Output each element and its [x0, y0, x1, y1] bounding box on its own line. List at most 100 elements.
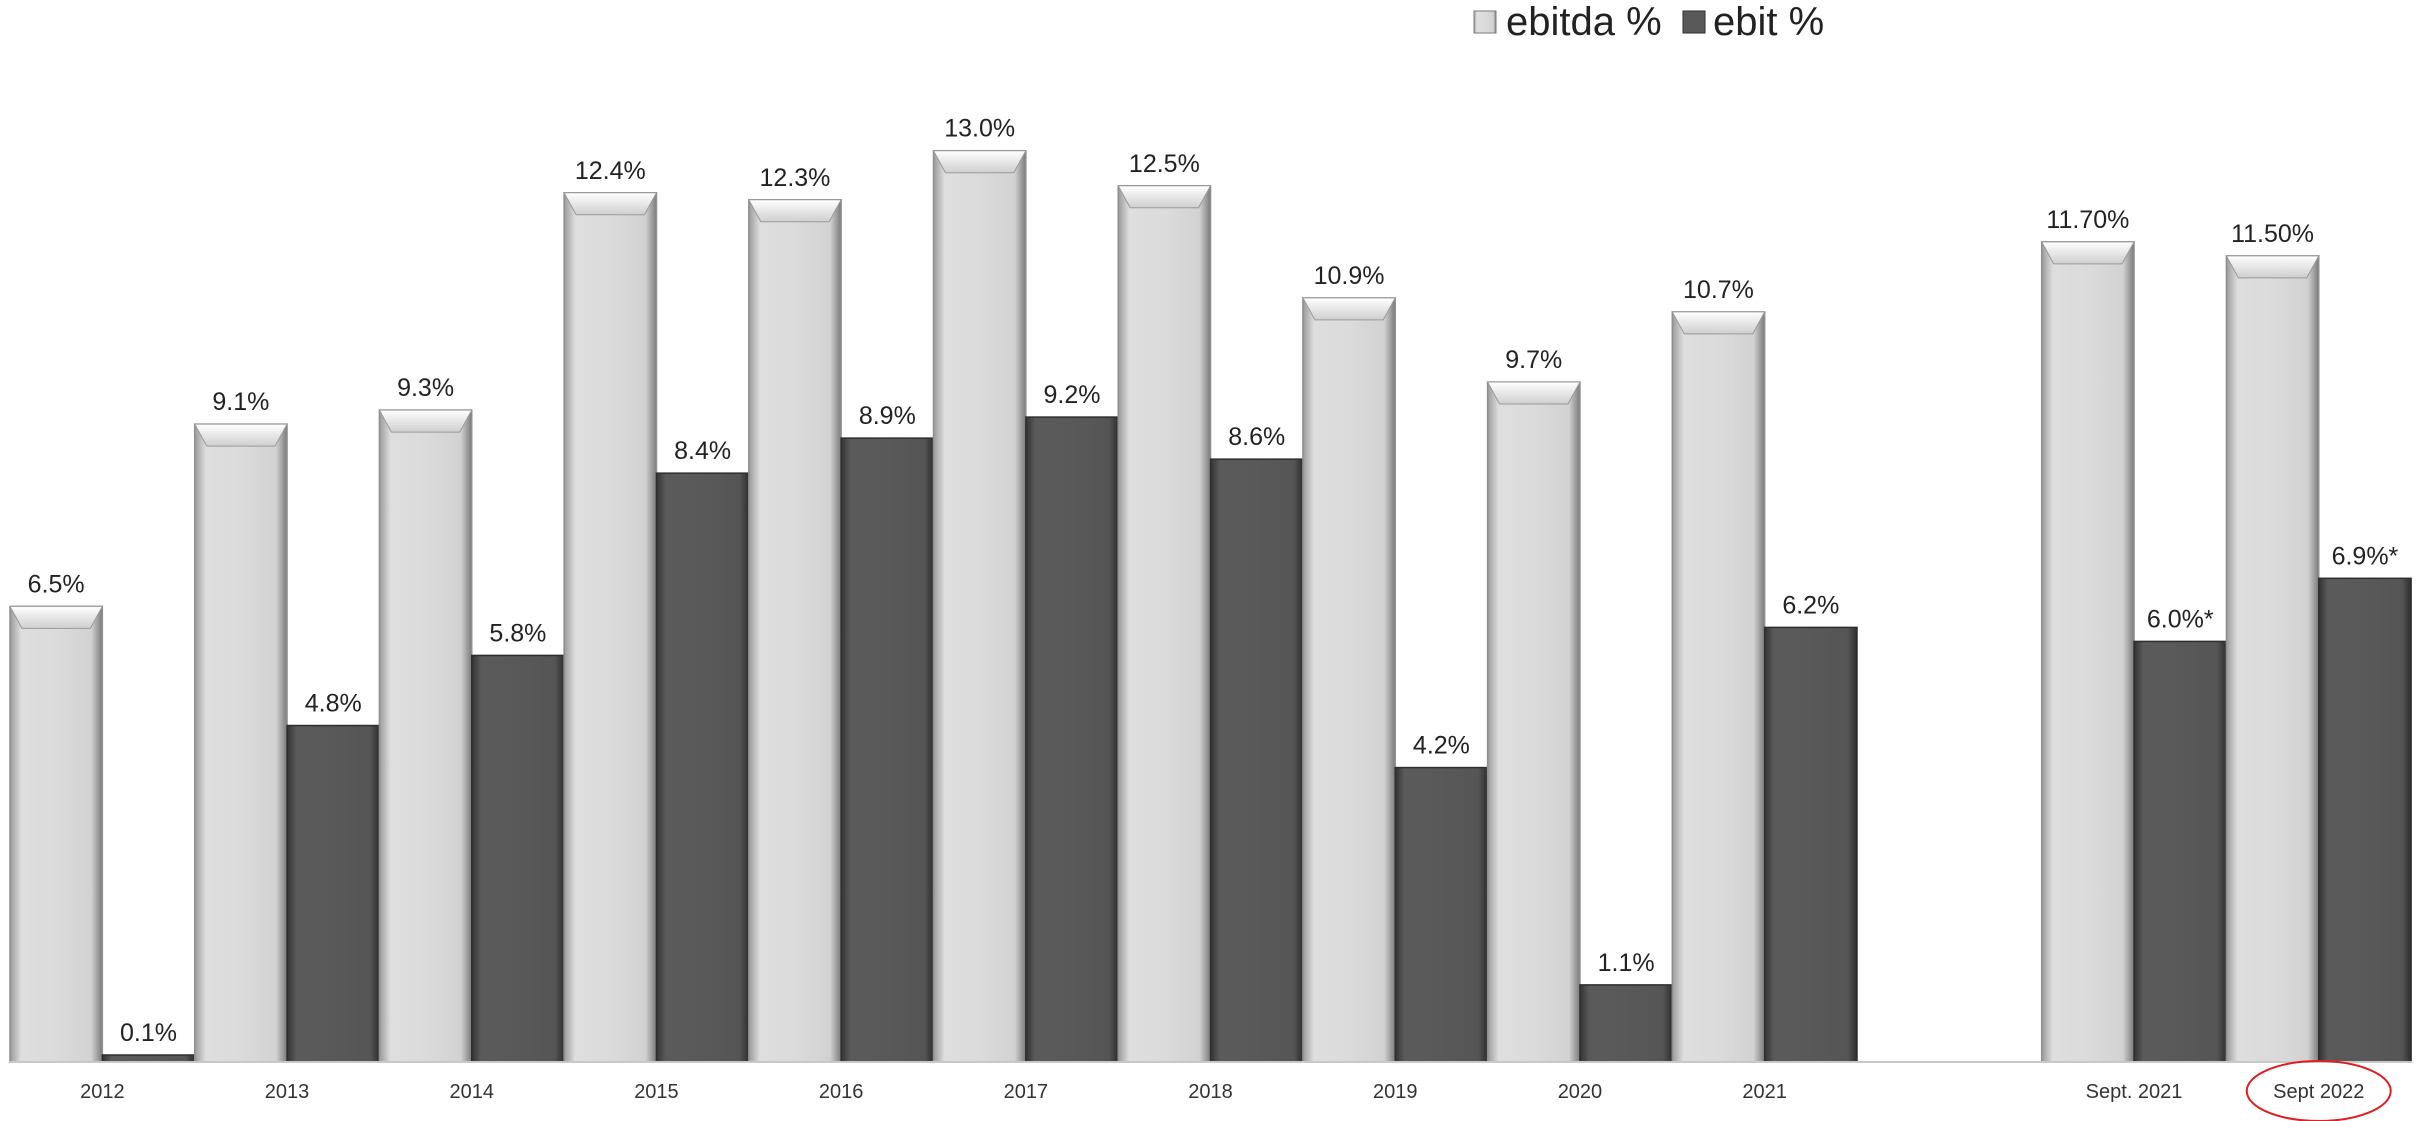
data-label-ebit: 5.8% [489, 619, 546, 647]
bar-ebitda-2021 [1671, 311, 1766, 1063]
data-label-ebitda: 9.7% [1505, 346, 1562, 374]
legend-item-ebit: ebit % [1682, 0, 1824, 44]
data-labels-layer: 6.5% 0.1% 9.1% 4.8% 9.3% 5.8% 12.4% 8.4% 12.3% 8.… [28, 115, 2399, 1047]
bar-ebitda-cap [1117, 185, 1212, 209]
bar-ebit-body [655, 472, 750, 1063]
legend: ebitda % ebit % [1473, 0, 1824, 44]
bar-ebit-body [840, 437, 935, 1063]
bar-ebit-2016 [840, 437, 935, 1063]
data-label-ebit: 4.2% [1413, 732, 1470, 760]
bar-ebitda-cap [193, 423, 288, 447]
bar-ebitda-body [748, 199, 842, 1063]
bar-ebit-body [1579, 984, 1674, 1063]
bar-ebit-body [2133, 640, 2228, 1063]
bar-ebitda-cap [932, 150, 1027, 174]
bar-ebitda-cap [563, 192, 658, 216]
bar-ebit-2018 [1209, 458, 1304, 1063]
x-tick-label: 2012 [80, 1081, 125, 1103]
data-label-ebit: 8.9% [859, 402, 916, 430]
data-label-ebitda: 12.5% [1129, 150, 1200, 178]
x-tick-label: 2017 [1004, 1081, 1049, 1103]
bar-ebitda-body [1486, 381, 1581, 1063]
bar-ebitda-cap [1671, 311, 1766, 335]
bar-ebit-body [1394, 766, 1489, 1063]
data-label-ebitda: 11.70% [2046, 206, 2129, 234]
bar-ebitda-2018 [1117, 185, 1212, 1063]
bar-ebitda-cap [9, 605, 104, 629]
bar-ebitda-sept-2021 [2040, 241, 2135, 1063]
x-tick-label: 2018 [1188, 1081, 1233, 1103]
bar-ebitda-2020 [1486, 381, 1581, 1063]
bar-ebitda-body [378, 409, 473, 1063]
bar-ebit-body [101, 1054, 196, 1063]
bar-ebitda-cap [2225, 255, 2320, 279]
bar-ebitda-2017 [932, 149, 1027, 1063]
legend-label-ebit: ebit % [1713, 0, 1824, 44]
bar-ebit-body [1209, 458, 1304, 1063]
data-label-ebitda: 12.4% [575, 157, 646, 185]
x-tick-label: 2013 [265, 1081, 310, 1103]
bar-ebitda-body [193, 423, 288, 1063]
bar-ebit-body [471, 654, 565, 1063]
bars-layer [9, 149, 2412, 1063]
data-label-ebitda: 10.9% [1314, 262, 1385, 290]
bar-ebitda-body [932, 149, 1027, 1063]
bar-ebit-2021 [1763, 626, 1858, 1063]
bar-ebit-body [1763, 626, 1858, 1063]
data-label-ebit: 8.6% [1228, 423, 1285, 451]
data-label-ebit: 6.0%* [2147, 605, 2214, 633]
data-label-ebit: 8.4% [674, 437, 731, 465]
data-label-ebit: 6.9%* [2332, 542, 2399, 570]
x-tick-label: 2016 [819, 1081, 864, 1103]
bar-ebitda-cap [1486, 381, 1581, 405]
data-label-ebitda: 10.7% [1683, 276, 1754, 304]
data-label-ebitda: 9.3% [397, 374, 454, 402]
bar-ebitda-2013 [193, 423, 288, 1063]
bar-ebit-body [286, 724, 381, 1063]
bar-ebitda-body [1302, 297, 1397, 1063]
bar-ebitda-sept-2022 [2225, 255, 2320, 1063]
bar-ebit-2013 [286, 724, 381, 1063]
bar-ebitda-2016 [747, 199, 842, 1063]
x-tick-labels: 2012 2013 2014 2015 2016 2017 2018 2019 2020 2021… [80, 1060, 2392, 1121]
x-tick-label: 2019 [1373, 1081, 1418, 1103]
bar-ebit-sept-2022 [2318, 577, 2412, 1063]
data-label-ebitda: 12.3% [760, 164, 831, 192]
data-label-ebit: 6.2% [1782, 591, 1839, 619]
data-label-ebitda: 6.5% [28, 570, 85, 598]
data-label-ebitda: 9.1% [212, 388, 269, 416]
bar-ebit-body [1025, 416, 1119, 1063]
bar-ebitda-body [1671, 311, 1766, 1063]
bar-ebit-2020 [1579, 984, 1674, 1063]
bar-ebitda-cap [2040, 241, 2135, 265]
legend-swatch-ebit [1682, 10, 1706, 34]
data-label-ebit: 9.2% [1044, 381, 1101, 409]
bar-ebitda-2015 [563, 192, 658, 1063]
x-tick-label: 2015 [634, 1081, 679, 1103]
bar-ebitda-2014 [378, 409, 473, 1063]
x-tick-label: Sept. 2021 [2086, 1081, 2183, 1103]
bar-ebitda-body [9, 605, 104, 1063]
legend-label-ebitda: ebitda % [1506, 0, 1662, 44]
x-tick-label: 2020 [1558, 1081, 1603, 1103]
data-label-ebit: 1.1% [1598, 949, 1655, 977]
x-tick-label: 2021 [1742, 1081, 1787, 1103]
bar-ebit-2015 [655, 472, 750, 1063]
bar-ebitda-2019 [1302, 297, 1397, 1063]
data-label-ebitda: 11.50% [2231, 220, 2314, 248]
bar-ebit-2014 [471, 654, 565, 1063]
bar-ebitda-2012 [9, 605, 104, 1063]
bar-ebitda-body [1117, 185, 1212, 1063]
bar-ebitda-body [2040, 241, 2135, 1063]
legend-swatch-ebitda [1473, 10, 1497, 34]
data-label-ebit: 0.1% [120, 1019, 177, 1047]
legend-item-ebitda: ebitda % [1473, 0, 1662, 44]
bar-ebit-2019 [1394, 766, 1489, 1063]
bar-ebitda-body [2225, 255, 2320, 1063]
x-tick-label: 2014 [450, 1081, 495, 1103]
bar-ebit-2017 [1025, 416, 1119, 1063]
bar-ebit-2012 [101, 1054, 196, 1063]
highlight-circle [2245, 1060, 2392, 1121]
bar-ebit-body [2318, 577, 2412, 1063]
